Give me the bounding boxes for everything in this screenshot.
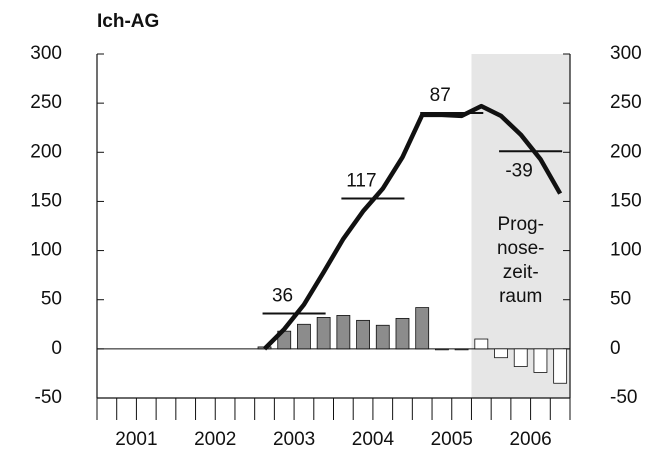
x-tick-label: 2001: [115, 429, 157, 450]
line: [262, 103, 563, 351]
y2-tick-label: 300: [610, 43, 642, 64]
x-tick-label: 2006: [509, 429, 551, 450]
y2-tick-label: 150: [610, 190, 642, 211]
forecast-label: Prog-: [497, 214, 543, 235]
x-tick-label: 2003: [273, 429, 315, 450]
y2-tick-label: 50: [610, 289, 631, 310]
y-tick-label: 200: [30, 141, 62, 162]
y-tick-label: 100: [30, 240, 62, 261]
chart-title: Ich-AG: [97, 11, 159, 32]
bar: [395, 317, 410, 350]
bar: [297, 323, 311, 350]
forecast-label: nose-: [497, 238, 545, 259]
bar: [356, 319, 370, 350]
annual-change-label: 36: [272, 285, 293, 306]
x-tick-label: 2005: [431, 429, 473, 450]
x-tick-label: 2002: [194, 429, 236, 450]
bar: [494, 348, 508, 359]
y-tick-label: 300: [30, 43, 62, 64]
y2-tick-label: 100: [610, 240, 642, 261]
forecast-label: raum: [499, 286, 542, 307]
y-tick-label: 50: [41, 289, 62, 310]
bar: [533, 348, 548, 373]
y-tick-label: -50: [35, 387, 62, 408]
y-tick-label: 250: [30, 92, 62, 113]
x-tick-label: 2004: [352, 429, 395, 450]
y2-tick-label: 0: [610, 338, 621, 359]
y-tick-label: 150: [30, 190, 62, 211]
bar: [434, 348, 449, 351]
y-tick-label: 0: [51, 338, 62, 359]
y2-tick-label: -50: [610, 387, 637, 408]
bar: [474, 338, 489, 350]
bar: [454, 348, 469, 351]
bar: [553, 348, 568, 384]
annual-change-label: -39: [505, 160, 532, 181]
annual-change-label: 117: [346, 170, 376, 191]
annual-change-label: 87: [430, 85, 451, 106]
bar: [336, 315, 351, 350]
bar: [513, 348, 528, 367]
bar: [375, 324, 390, 350]
bar: [415, 307, 430, 350]
bar: [316, 317, 331, 350]
forecast-label: zeit-: [503, 262, 539, 283]
y2-tick-label: 250: [610, 92, 642, 113]
y2-tick-label: 200: [610, 141, 642, 162]
